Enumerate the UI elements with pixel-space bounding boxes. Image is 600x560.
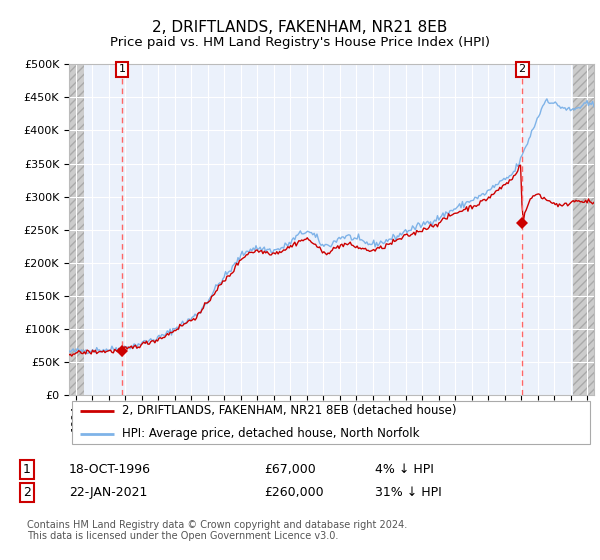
HPI: Average price, detached house, North Norfolk: (2.03e+03, 4.36e+05): Average price, detached house, North Nor… — [590, 104, 598, 110]
HPI: Average price, detached house, North Norfolk: (2e+03, 8.91e+04): Average price, detached house, North Nor… — [161, 333, 168, 339]
2, DRIFTLANDS, FAKENHAM, NR21 8EB (detached house) — [469, 206, 476, 212]
HPI: Average price, detached house, North Norfolk: (2.01e+03, 2.34e+05): Average price, detached house, North Nor… — [356, 237, 364, 244]
2, DRIFTLANDS, FAKENHAM, NR21 8EB (detached house) — [356, 245, 364, 251]
Text: Contains HM Land Registry data © Crown copyright and database right 2024.
This d: Contains HM Land Registry data © Crown c… — [27, 520, 407, 542]
2, DRIFTLANDS, FAKENHAM, NR21 8EB (detached house) — [68, 353, 76, 360]
2, DRIFTLANDS, FAKENHAM, NR21 8EB (detached house) — [517, 162, 524, 169]
Text: 31% ↓ HPI: 31% ↓ HPI — [375, 486, 442, 500]
Text: 2, DRIFTLANDS, FAKENHAM, NR21 8EB (detached house): 2, DRIFTLANDS, FAKENHAM, NR21 8EB (detac… — [121, 404, 456, 417]
2, DRIFTLANDS, FAKENHAM, NR21 8EB (detached house) — [65, 352, 73, 358]
2, DRIFTLANDS, FAKENHAM, NR21 8EB (detached house) — [456, 208, 463, 214]
2, DRIFTLANDS, FAKENHAM, NR21 8EB (detached house) — [301, 236, 308, 243]
FancyBboxPatch shape — [71, 400, 590, 444]
2, DRIFTLANDS, FAKENHAM, NR21 8EB (detached house) — [379, 245, 386, 252]
HPI: Average price, detached house, North Norfolk: (2.02e+03, 2.89e+05): Average price, detached house, North Nor… — [456, 200, 463, 207]
Text: 22-JAN-2021: 22-JAN-2021 — [69, 486, 148, 500]
Text: 4% ↓ HPI: 4% ↓ HPI — [375, 463, 434, 476]
Text: Price paid vs. HM Land Registry's House Price Index (HPI): Price paid vs. HM Land Registry's House … — [110, 36, 490, 49]
Text: £67,000: £67,000 — [264, 463, 316, 476]
Text: £260,000: £260,000 — [264, 486, 323, 500]
Text: 1: 1 — [23, 463, 31, 476]
HPI: Average price, detached house, North Norfolk: (1.99e+03, 6.62e+04): Average price, detached house, North Nor… — [65, 348, 73, 354]
Text: 2: 2 — [23, 486, 31, 500]
HPI: Average price, detached house, North Norfolk: (2.02e+03, 2.94e+05): Average price, detached house, North Nor… — [469, 197, 476, 204]
2, DRIFTLANDS, FAKENHAM, NR21 8EB (detached house) — [590, 199, 598, 206]
HPI: Average price, detached house, North Norfolk: (1.99e+03, 6.24e+04): Average price, detached house, North Nor… — [83, 350, 91, 357]
HPI: Average price, detached house, North Norfolk: (2.02e+03, 4.48e+05): Average price, detached house, North Nor… — [544, 96, 551, 102]
HPI: Average price, detached house, North Norfolk: (2.01e+03, 2.31e+05): Average price, detached house, North Nor… — [379, 239, 386, 246]
Text: HPI: Average price, detached house, North Norfolk: HPI: Average price, detached house, Nort… — [121, 427, 419, 440]
Bar — [572, 64, 598, 395]
Text: 18-OCT-1996: 18-OCT-1996 — [69, 463, 151, 476]
2, DRIFTLANDS, FAKENHAM, NR21 8EB (detached house) — [161, 334, 168, 341]
Line: 2, DRIFTLANDS, FAKENHAM, NR21 8EB (detached house): 2, DRIFTLANDS, FAKENHAM, NR21 8EB (detac… — [69, 165, 594, 356]
Bar — [69, 64, 84, 395]
Line: HPI: Average price, detached house, North Norfolk: HPI: Average price, detached house, Nort… — [69, 99, 594, 353]
Text: 2: 2 — [518, 64, 526, 74]
Text: 2, DRIFTLANDS, FAKENHAM, NR21 8EB: 2, DRIFTLANDS, FAKENHAM, NR21 8EB — [152, 20, 448, 35]
HPI: Average price, detached house, North Norfolk: (2.01e+03, 2.44e+05): Average price, detached house, North Nor… — [301, 230, 308, 237]
Text: 1: 1 — [118, 64, 125, 74]
